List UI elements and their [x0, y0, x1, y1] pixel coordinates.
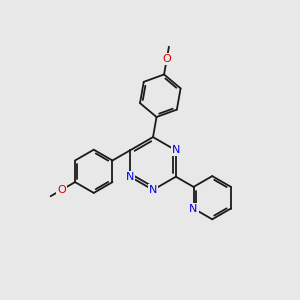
Text: N: N: [126, 172, 134, 182]
Text: O: O: [162, 54, 171, 64]
Text: N: N: [189, 203, 198, 214]
Text: N: N: [149, 185, 157, 195]
Text: N: N: [172, 145, 180, 155]
Text: O: O: [57, 185, 66, 195]
